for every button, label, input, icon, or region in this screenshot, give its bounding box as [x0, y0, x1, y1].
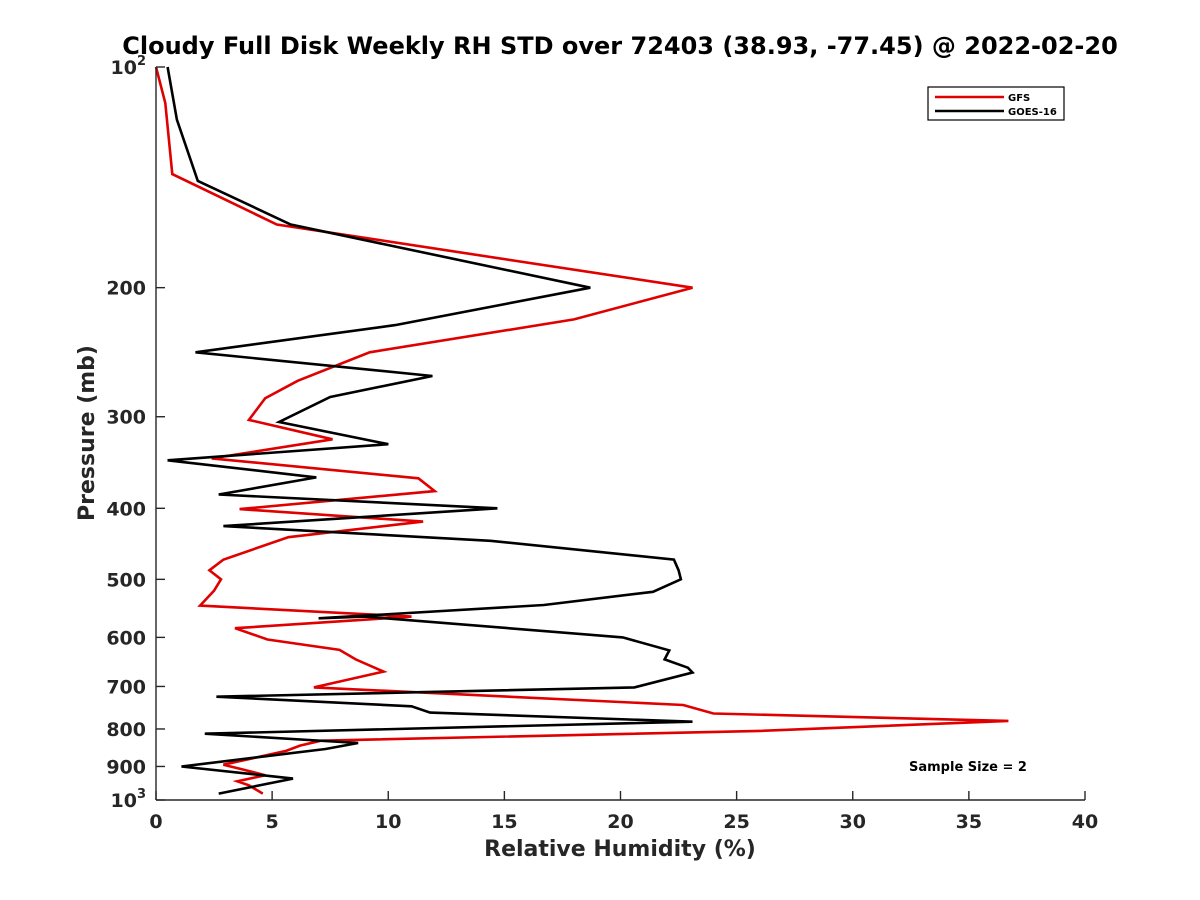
- x-tick-label: 15: [491, 811, 517, 833]
- x-tick-label: 10: [375, 811, 401, 833]
- y-tick-label: 102: [111, 54, 147, 79]
- series-line-gfs: [154, 66, 1009, 795]
- y-tick-label: 400: [106, 498, 146, 520]
- legend-box: [927, 86, 1065, 121]
- x-tick-label: 5: [266, 811, 279, 833]
- x-tick-label: 30: [840, 811, 866, 833]
- y-tick-label: 500: [106, 569, 146, 591]
- x-tick-label: 0: [149, 811, 162, 833]
- axes-layer: [155, 67, 1085, 801]
- y-tick-label: 200: [106, 278, 146, 300]
- series-layer: [154, 66, 1009, 795]
- legend-label-gfs: GFS: [1008, 93, 1030, 104]
- y-tick-label: 700: [106, 676, 146, 698]
- x-tick-label: 40: [1072, 811, 1098, 833]
- x-tick-label: 20: [607, 811, 633, 833]
- legend: GFS GOES-16: [927, 86, 1065, 121]
- y-tick-label: 800: [106, 719, 146, 741]
- y-tick-label: 900: [106, 756, 146, 778]
- sample-size-annotation: Sample Size = 2: [909, 760, 1027, 775]
- y-axis-label: Pressure (mb): [75, 345, 100, 521]
- x-axis-ticks: 0 5 10 15 20 25 30 35 40: [149, 791, 1098, 833]
- chart-title: Cloudy Full Disk Weekly RH STD over 7240…: [122, 32, 1118, 60]
- x-tick-label: 25: [723, 811, 749, 833]
- y-tick-label: 300: [106, 407, 146, 429]
- x-tick-label: 35: [956, 811, 982, 833]
- x-axis-label: Relative Humidity (%): [484, 837, 756, 862]
- series-line-goes-16: [166, 66, 695, 795]
- legend-label-goes-16: GOES-16: [1008, 107, 1057, 118]
- y-tick-label: 103: [111, 787, 147, 812]
- y-tick-label: 600: [106, 627, 146, 649]
- y-axis-ticks: 102 200 300 400 500 600 700 800 900 103: [106, 54, 165, 812]
